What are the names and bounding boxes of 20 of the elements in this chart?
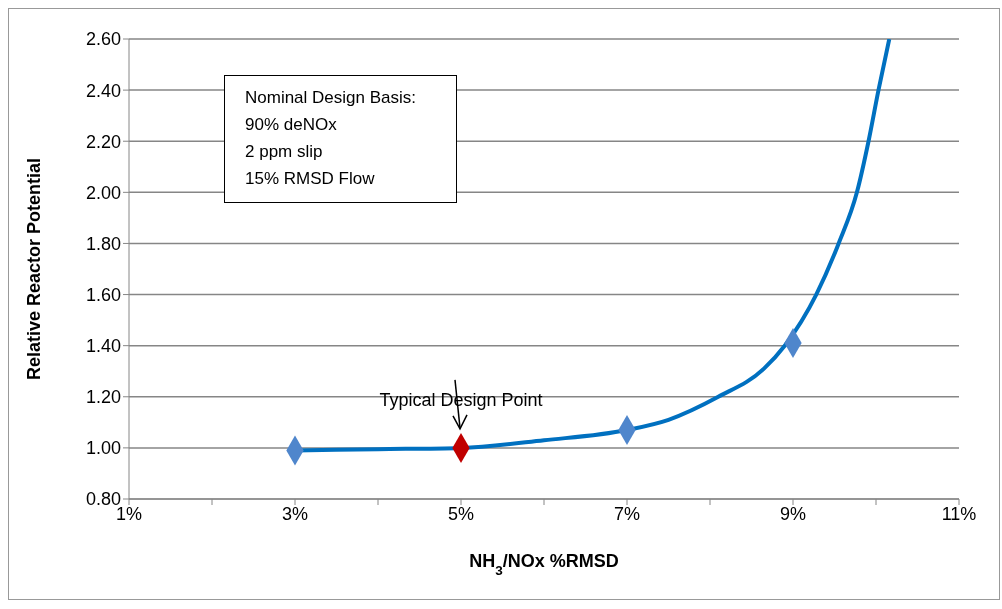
y-tick-label: 1.60 — [85, 284, 121, 305]
y-tick-label: 1.40 — [85, 336, 121, 357]
y-tick-label: 1.80 — [85, 233, 121, 254]
annotation: 15% RMSD Flow — [245, 168, 376, 190]
x-tick-label: 7% — [613, 503, 641, 524]
x-tick-label: 9% — [779, 503, 807, 524]
x-axis-title: NH$_{3}$/NOx %RMSD — [469, 551, 619, 578]
y-tick-label: 2.40 — [85, 80, 121, 101]
annotation: 2 ppm slip — [245, 141, 324, 163]
annotation: 90% deNOx — [245, 114, 338, 136]
x-tick-label: 5% — [447, 503, 475, 524]
annotation: Nominal Design Basis: — [245, 87, 417, 109]
x-tick-label: 3% — [281, 503, 309, 524]
y-tick-label: 2.00 — [85, 182, 121, 203]
y-tick-label: 2.20 — [85, 131, 121, 152]
y-axis-title: Relative Reactor Potential — [24, 157, 45, 381]
x-tick-label: 11% — [941, 503, 977, 524]
y-tick-label: 2.60 — [85, 29, 121, 50]
y-tick-label: 1.20 — [85, 387, 121, 408]
y-tick-label: 1.00 — [85, 438, 121, 459]
